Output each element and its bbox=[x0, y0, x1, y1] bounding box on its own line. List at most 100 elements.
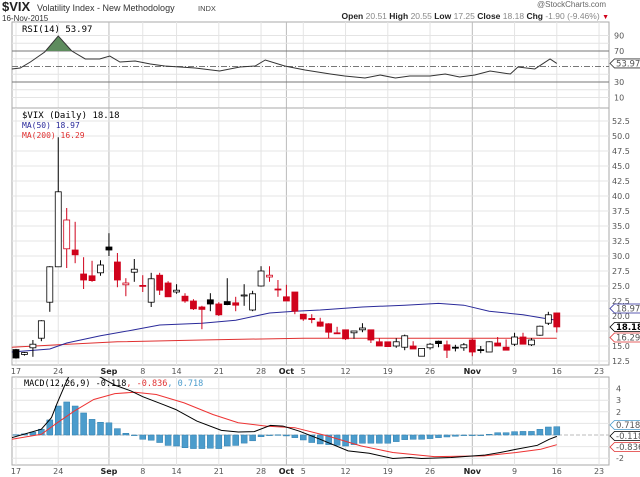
macd-histogram-bar bbox=[139, 434, 146, 440]
instrument-name: Volatility Index - New Methodology bbox=[37, 3, 175, 13]
candle-body bbox=[12, 349, 20, 359]
macd-legend-value: -0.118 bbox=[96, 379, 127, 389]
price-tick-label: 50.0 bbox=[612, 132, 630, 141]
candle bbox=[37, 320, 45, 342]
candle-body bbox=[130, 268, 138, 273]
macd-histogram-bar bbox=[80, 412, 87, 436]
rsi-tick-label: 90 bbox=[614, 32, 624, 41]
macd-histogram-bar bbox=[173, 434, 180, 447]
date-tick-label: 28 bbox=[256, 467, 266, 476]
candle bbox=[240, 284, 248, 306]
price-tick-label: 25.0 bbox=[612, 282, 630, 291]
candle-body bbox=[502, 346, 510, 351]
macd-tick-label: -2 bbox=[616, 454, 624, 463]
value-box-text: 18.97 bbox=[616, 305, 640, 315]
candle-body bbox=[156, 274, 164, 291]
candle bbox=[139, 275, 147, 292]
macd-histogram-bar bbox=[122, 433, 130, 436]
rsi-frame bbox=[11, 21, 610, 109]
candle bbox=[494, 337, 502, 347]
candle-body bbox=[223, 301, 231, 306]
candle-body bbox=[443, 344, 451, 351]
macd-histogram-bar bbox=[426, 434, 434, 439]
date-tick-label: 16 bbox=[552, 367, 562, 376]
candle-body bbox=[401, 335, 409, 348]
macd-histogram-bar bbox=[88, 419, 96, 436]
macd-histogram-bar bbox=[443, 434, 451, 438]
candle-body bbox=[392, 341, 400, 347]
price-tick-label: 12.5 bbox=[612, 357, 630, 366]
high-value: 20.55 bbox=[410, 11, 432, 21]
candle bbox=[257, 266, 265, 287]
rsi-legend: RSI(14) 53.97 bbox=[22, 25, 92, 35]
candle-body bbox=[63, 219, 71, 250]
candle-body bbox=[274, 288, 282, 291]
candle bbox=[443, 340, 451, 358]
candle-body bbox=[181, 295, 189, 302]
macd-histogram-bar bbox=[477, 434, 484, 436]
candle bbox=[375, 338, 383, 347]
macd-histogram-bar bbox=[308, 434, 315, 443]
candle bbox=[164, 281, 172, 298]
value-box-text: 16.29 bbox=[616, 334, 640, 344]
candle bbox=[308, 314, 316, 324]
candle bbox=[122, 278, 130, 297]
date-tick-label: 28 bbox=[256, 367, 266, 376]
candle-body bbox=[147, 278, 155, 303]
candle-body bbox=[485, 341, 493, 353]
candle-body bbox=[215, 303, 223, 316]
date-tick-label: 14 bbox=[171, 367, 181, 376]
candle bbox=[511, 332, 518, 346]
macd-histogram-bar bbox=[114, 428, 121, 436]
value-box-outline bbox=[609, 322, 640, 332]
watermark[interactable]: @StockCharts.com bbox=[537, 0, 607, 9]
candle bbox=[223, 278, 231, 306]
price-frame bbox=[11, 107, 610, 366]
macd-histogram-bar bbox=[291, 434, 299, 438]
candle bbox=[299, 313, 307, 321]
candle-body bbox=[29, 343, 37, 349]
macd-value-box: 0.718 bbox=[609, 420, 640, 431]
candle-body bbox=[88, 275, 96, 281]
candle bbox=[426, 343, 434, 350]
macd-histogram-bar bbox=[63, 401, 70, 436]
macd-histogram-bar bbox=[460, 434, 468, 436]
macd-tick-label: 4 bbox=[616, 385, 621, 394]
chart-date: 16-Nov-2015 bbox=[2, 14, 49, 23]
candle-body bbox=[198, 306, 206, 310]
macd-histogram-bar bbox=[452, 434, 459, 437]
candle-body bbox=[468, 339, 476, 353]
candle-body bbox=[122, 282, 130, 286]
macd-histogram-bar bbox=[511, 431, 518, 436]
date-tick-label: Oct bbox=[279, 467, 295, 476]
candle-body bbox=[249, 293, 257, 311]
macd-histogram-bar bbox=[384, 434, 392, 444]
rsi-tick-label: 30 bbox=[614, 78, 624, 87]
candle bbox=[477, 346, 485, 354]
price-tick-label: 42.5 bbox=[612, 177, 630, 186]
macd-histogram-bar bbox=[536, 429, 544, 436]
rsi-tick-label: 70 bbox=[614, 47, 624, 56]
macd-histogram-bar bbox=[300, 434, 307, 441]
macd-histogram-bar bbox=[494, 432, 501, 436]
open-value: 20.51 bbox=[365, 11, 387, 21]
macd-histogram-bar bbox=[190, 434, 197, 449]
candle bbox=[536, 325, 544, 336]
rsi-line bbox=[11, 35, 558, 79]
price-tick-label: 32.5 bbox=[612, 237, 630, 246]
macd-panel: 432-20.718-0.118-0.836 bbox=[11, 376, 640, 466]
candle-body bbox=[536, 325, 544, 336]
candle bbox=[519, 332, 527, 345]
macd-tick-label: 3 bbox=[616, 396, 621, 405]
macd-histogram-bar bbox=[249, 434, 256, 442]
macd-legend: MACD(12,26,9) -0.118, -0.836, 0.718 bbox=[24, 379, 203, 389]
date-tick-label: 12 bbox=[340, 367, 350, 376]
macd-histogram-bar bbox=[393, 434, 400, 442]
candle-body bbox=[367, 329, 375, 341]
candle-body bbox=[190, 300, 197, 310]
macd-value-box: -0.118 bbox=[609, 431, 640, 442]
macd-histogram-bar bbox=[350, 434, 358, 445]
macd-histogram-bar bbox=[469, 434, 476, 436]
macd-histogram-bar bbox=[325, 434, 332, 445]
